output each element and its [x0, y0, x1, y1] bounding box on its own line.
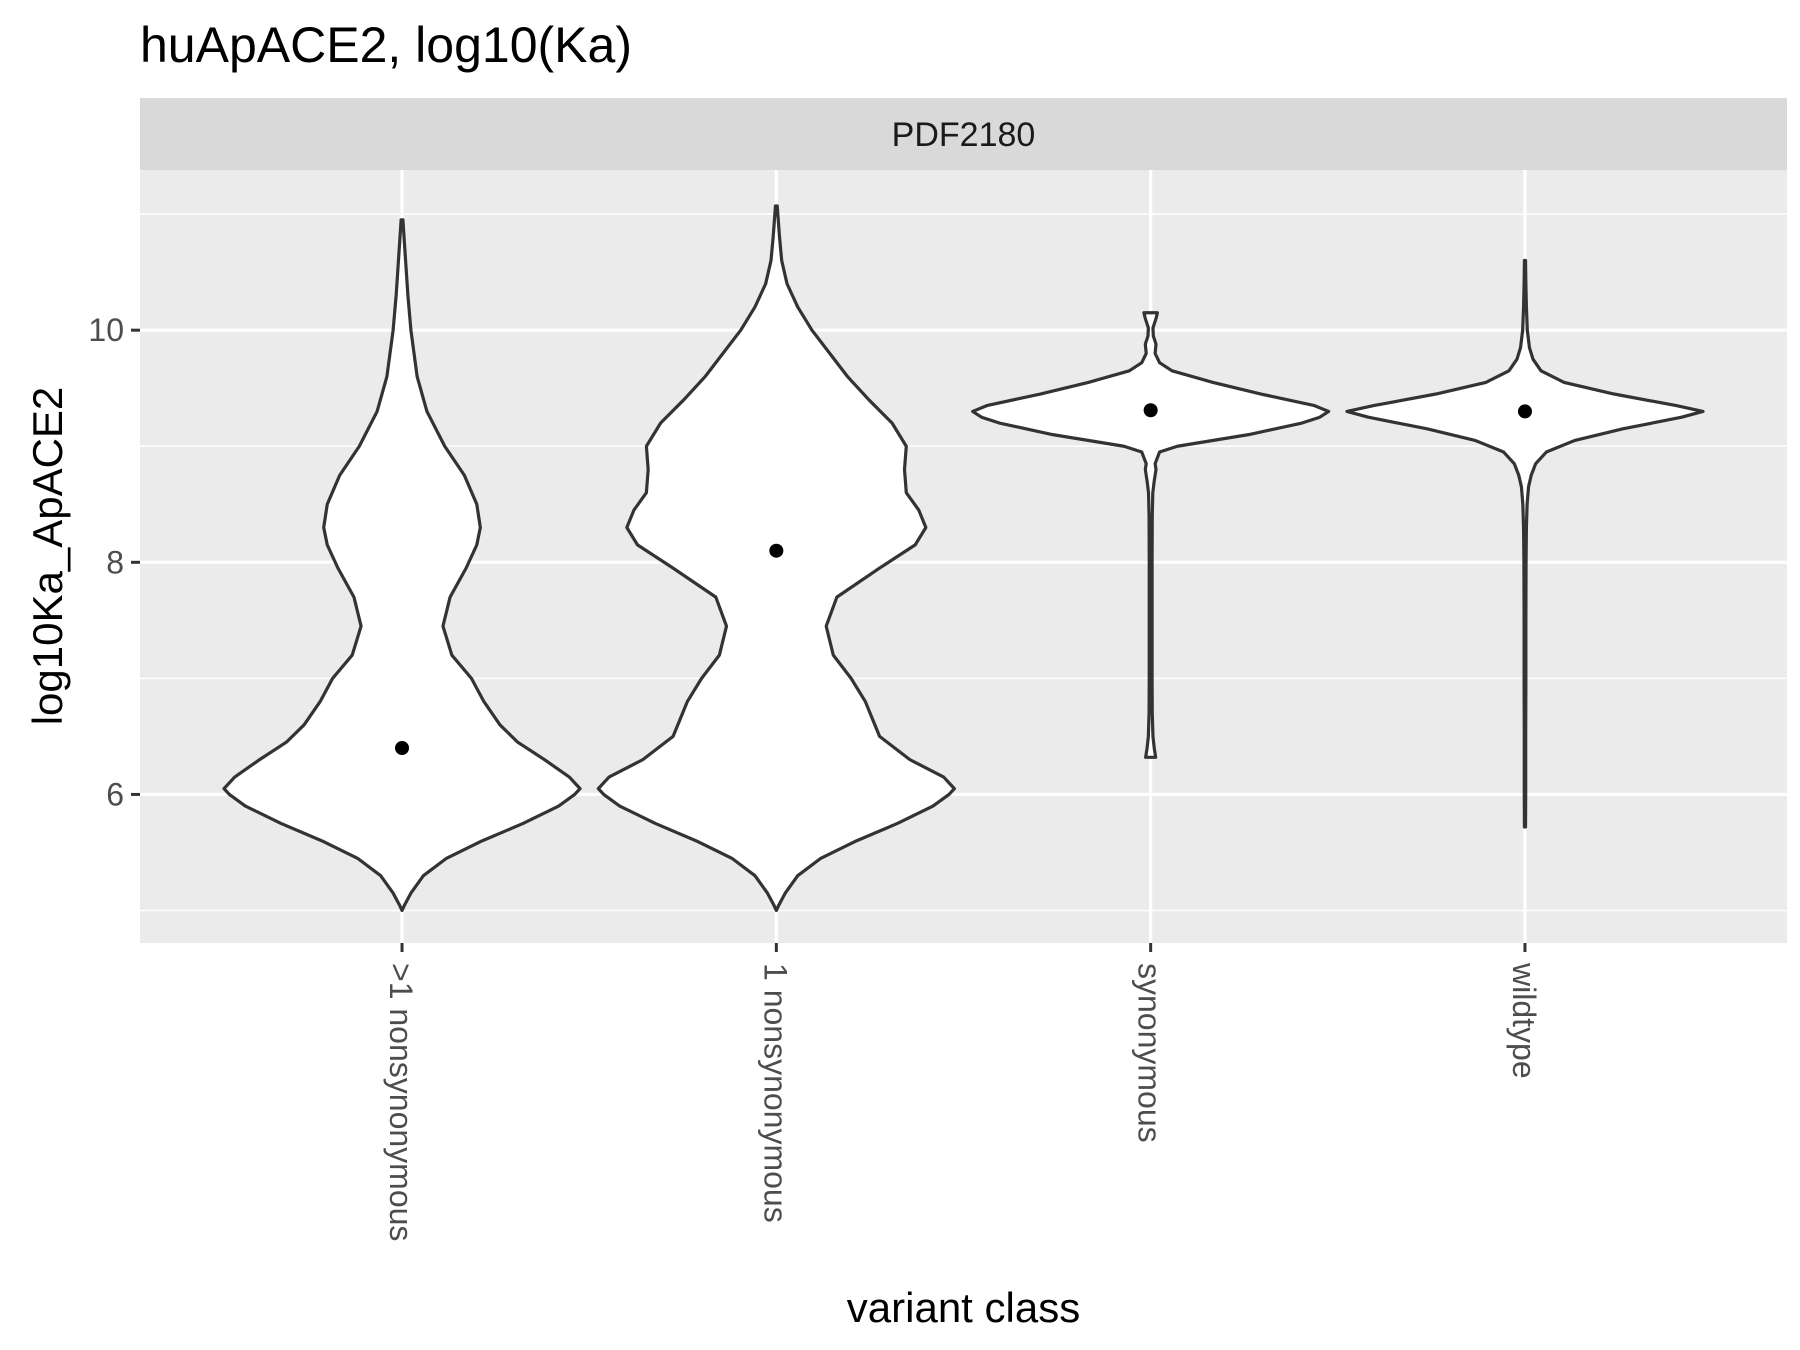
y-axis-title: log10Ka_ApACE2 [24, 387, 71, 726]
violin-layer [222, 204, 1705, 913]
facet-strip-label: PDF2180 [892, 116, 1036, 154]
x-tick-label: >1 nonsynonymous [383, 963, 419, 1241]
median-point [769, 543, 784, 558]
violin-synonymous [971, 311, 1331, 759]
violin-wildtype [1345, 258, 1705, 829]
y-tick-label: 8 [106, 544, 124, 580]
violin-1-nonsynonymous [222, 218, 582, 913]
median-point [1517, 404, 1532, 419]
x-axis: >1 nonsynonymous 1 nonsynonymous synonymou… [383, 943, 1542, 1241]
median-points [395, 403, 1532, 756]
y-axis: 6 8 10 [88, 312, 140, 812]
x-axis-title: variant class [847, 1284, 1080, 1331]
x-tick-label: 1 nonsynonymous [757, 963, 793, 1223]
y-tick-label: 6 [106, 776, 124, 812]
median-point [395, 741, 410, 756]
chart-title: huApACE2, log10(Ka) [140, 17, 632, 73]
facet-strip [140, 98, 1787, 170]
violin-1-nonsynonymous [596, 204, 956, 913]
median-point [1143, 403, 1158, 418]
x-tick-label: synonymous [1132, 963, 1168, 1143]
y-tick-label: 10 [88, 312, 124, 348]
x-tick-label: wildtype [1506, 962, 1542, 1079]
